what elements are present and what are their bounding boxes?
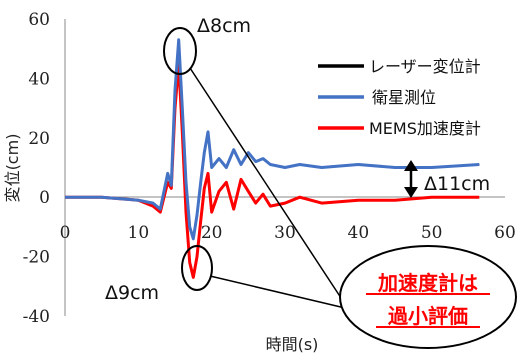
peak-delta-label: Δ8cm	[197, 15, 251, 37]
y-tick-label: 40	[28, 69, 50, 89]
y-tick-label: -40	[23, 307, 50, 327]
x-tick-label: 50	[421, 223, 443, 243]
legend: レーザー変位計 衛星測位 MEMS加速度計	[318, 57, 481, 138]
trough-circle	[181, 245, 213, 291]
peak-circle	[163, 27, 197, 75]
legend-label-mems: MEMS加速度計	[369, 119, 481, 138]
x-tick-label: 30	[274, 223, 296, 243]
y-tick-labels: -40 -20 0 20 40 60	[23, 10, 50, 327]
legend-label-laser: レーザー変位計	[369, 57, 481, 76]
x-tick-labels: 0 10 20 30 40 50 60	[60, 223, 516, 243]
y-axis-label: 変位(cm)	[3, 134, 22, 203]
series-line-2	[65, 62, 480, 279]
final-diff-arrow	[404, 160, 418, 198]
y-tick-label: 60	[28, 10, 50, 30]
final-delta-label: Δ11cm	[424, 173, 490, 195]
peak-connector	[189, 67, 346, 305]
series-lines	[65, 38, 480, 279]
y-tick-label: -20	[23, 248, 50, 268]
x-axis-label: 時間(s)	[266, 335, 319, 354]
y-tick-label: 20	[28, 129, 50, 149]
y-tick-label: 0	[39, 188, 50, 208]
callout-line-1: 加速度計は	[377, 271, 478, 295]
legend-label-satellite: 衛星測位	[372, 88, 436, 107]
trough-delta-label: Δ9cm	[105, 282, 159, 304]
series-line-1	[65, 38, 480, 241]
x-tick-label: 60	[494, 223, 516, 243]
trough-connector	[209, 275, 346, 309]
callout-ellipse	[339, 245, 517, 349]
x-tick-label: 10	[128, 223, 150, 243]
x-tick-label: 40	[348, 223, 370, 243]
x-tick-label: 20	[201, 223, 223, 243]
x-tick-label: 0	[60, 223, 71, 243]
callout-line-2: 過小評価	[388, 304, 468, 328]
